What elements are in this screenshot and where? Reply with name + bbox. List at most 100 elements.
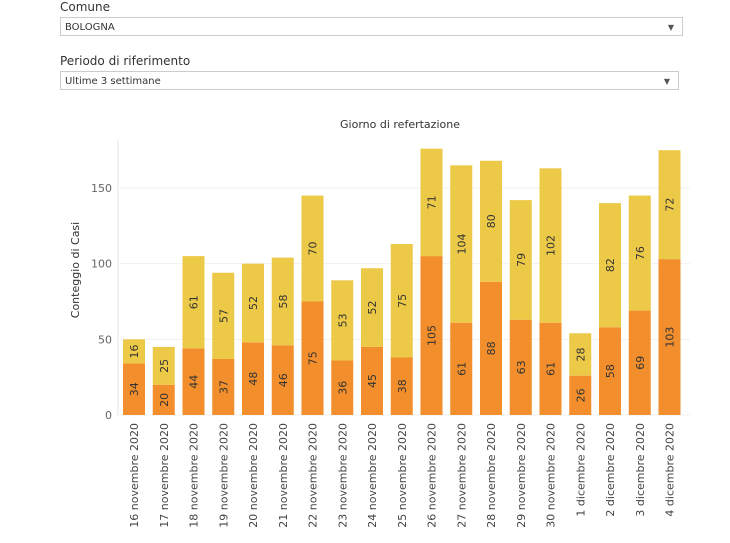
y-tick-label: 150: [91, 182, 112, 195]
y-tick-label: 100: [91, 258, 112, 271]
periodo-value: Ultime 3 settimane: [65, 76, 161, 87]
bar-segment: [509, 200, 532, 320]
x-tick-label: 30 novembre 2020: [545, 423, 558, 528]
data-label: 25: [158, 359, 171, 373]
data-label: 28: [574, 347, 587, 361]
bar-segment: [390, 243, 413, 358]
bar-segment: [361, 268, 383, 347]
x-tick-label: 17 novembre 2020: [158, 423, 171, 528]
x-tick-label: 20 novembre 2020: [247, 423, 260, 528]
bar-segment: [390, 357, 413, 415]
x-tick-label: 29 novembre 2020: [515, 423, 528, 528]
bar-segment: [242, 263, 264, 343]
bar-segment: [509, 319, 532, 415]
x-tick-label: 27 novembre 2020: [455, 423, 468, 528]
x-tick-label: 24 novembre 2020: [366, 423, 379, 528]
comune-select[interactable]: BOLOGNA ▼: [60, 17, 683, 36]
data-label: 37: [217, 380, 230, 394]
bar-segment: [599, 203, 621, 328]
bar-segment: [152, 384, 175, 415]
bar-segment: [420, 256, 443, 415]
data-label: 75: [396, 294, 409, 308]
data-label: 34: [128, 382, 141, 396]
bar-segment: [212, 272, 235, 360]
bar-segment: [599, 327, 621, 415]
comune-label: Comune: [60, 0, 111, 14]
data-label: 103: [664, 327, 677, 348]
y-axis-label: Conteggio di Casi: [69, 222, 82, 318]
x-tick-label: 2 dicembre 2020: [604, 423, 617, 517]
data-label: 104: [455, 233, 468, 254]
bar-segment: [361, 346, 383, 415]
x-tick-label: 16 novembre 2020: [128, 423, 141, 528]
data-label: 58: [277, 295, 290, 309]
y-tick-label: 50: [98, 333, 112, 346]
bar-segment: [658, 259, 681, 415]
data-label: 26: [574, 388, 587, 402]
bar-segment: [123, 339, 145, 364]
data-label: 52: [366, 301, 379, 315]
bar-segment: [628, 195, 651, 311]
data-label: 79: [515, 253, 528, 267]
comune-value: BOLOGNA: [65, 22, 115, 33]
x-tick-label: 25 novembre 2020: [396, 423, 409, 528]
data-label: 44: [188, 375, 201, 389]
x-tick-label: 23 novembre 2020: [336, 423, 349, 528]
chart-title: Giorno di refertazione: [340, 118, 460, 131]
bar-segment: [271, 257, 294, 346]
bar-segment: [539, 322, 562, 415]
data-label: 45: [366, 374, 379, 388]
data-label: 75: [307, 351, 320, 365]
bar-segment: [123, 363, 145, 415]
data-label: 82: [604, 258, 617, 272]
bar-segment: [539, 168, 562, 323]
bar-segment: [450, 165, 473, 323]
data-label: 72: [664, 198, 677, 212]
bar-segment: [182, 348, 205, 415]
data-label: 46: [277, 373, 290, 387]
data-label: 105: [426, 325, 439, 346]
bar-segment: [331, 280, 354, 361]
bar-segment: [212, 359, 235, 415]
y-tick-label: 0: [105, 409, 112, 422]
data-label: 58: [604, 364, 617, 378]
bar-segment: [301, 301, 324, 415]
x-tick-label: 28 novembre 2020: [485, 423, 498, 528]
bar-segment: [450, 322, 473, 415]
dropdown-arrow-icon: ▼: [667, 23, 674, 32]
bar-segment: [271, 345, 294, 415]
bar-segment: [182, 256, 205, 349]
bar-segment: [480, 281, 502, 415]
x-tick-label: 18 novembre 2020: [188, 423, 201, 528]
data-label: 70: [307, 242, 320, 256]
dropdown-arrow-icon: ▼: [663, 77, 670, 86]
data-label: 52: [247, 296, 260, 310]
periodo-select[interactable]: Ultime 3 settimane ▼: [60, 71, 679, 90]
data-label: 20: [158, 393, 171, 407]
x-tick-label: 1 dicembre 2020: [574, 423, 587, 517]
data-label: 71: [426, 195, 439, 209]
bar-segment: [480, 160, 502, 282]
data-label: 61: [188, 295, 201, 309]
data-label: 69: [634, 356, 647, 370]
bar-segment: [628, 310, 651, 415]
data-label: 102: [545, 235, 558, 256]
data-label: 76: [634, 246, 647, 260]
x-tick-label: 3 dicembre 2020: [634, 423, 647, 517]
x-tick-label: 21 novembre 2020: [277, 423, 290, 528]
x-tick-label: 26 novembre 2020: [426, 423, 439, 528]
data-label: 48: [247, 372, 260, 386]
bar-segment: [420, 148, 443, 257]
bar-segment: [569, 375, 592, 415]
data-label: 57: [217, 309, 230, 323]
x-tick-label: 22 novembre 2020: [307, 423, 320, 528]
bar-segment: [331, 360, 354, 415]
data-label: 88: [485, 341, 498, 355]
data-label: 63: [515, 360, 528, 374]
bar-segment: [569, 333, 592, 376]
data-label: 80: [485, 214, 498, 228]
bar-segment: [301, 195, 324, 302]
bar-segment: [658, 150, 681, 260]
x-tick-label: 4 dicembre 2020: [664, 423, 677, 517]
